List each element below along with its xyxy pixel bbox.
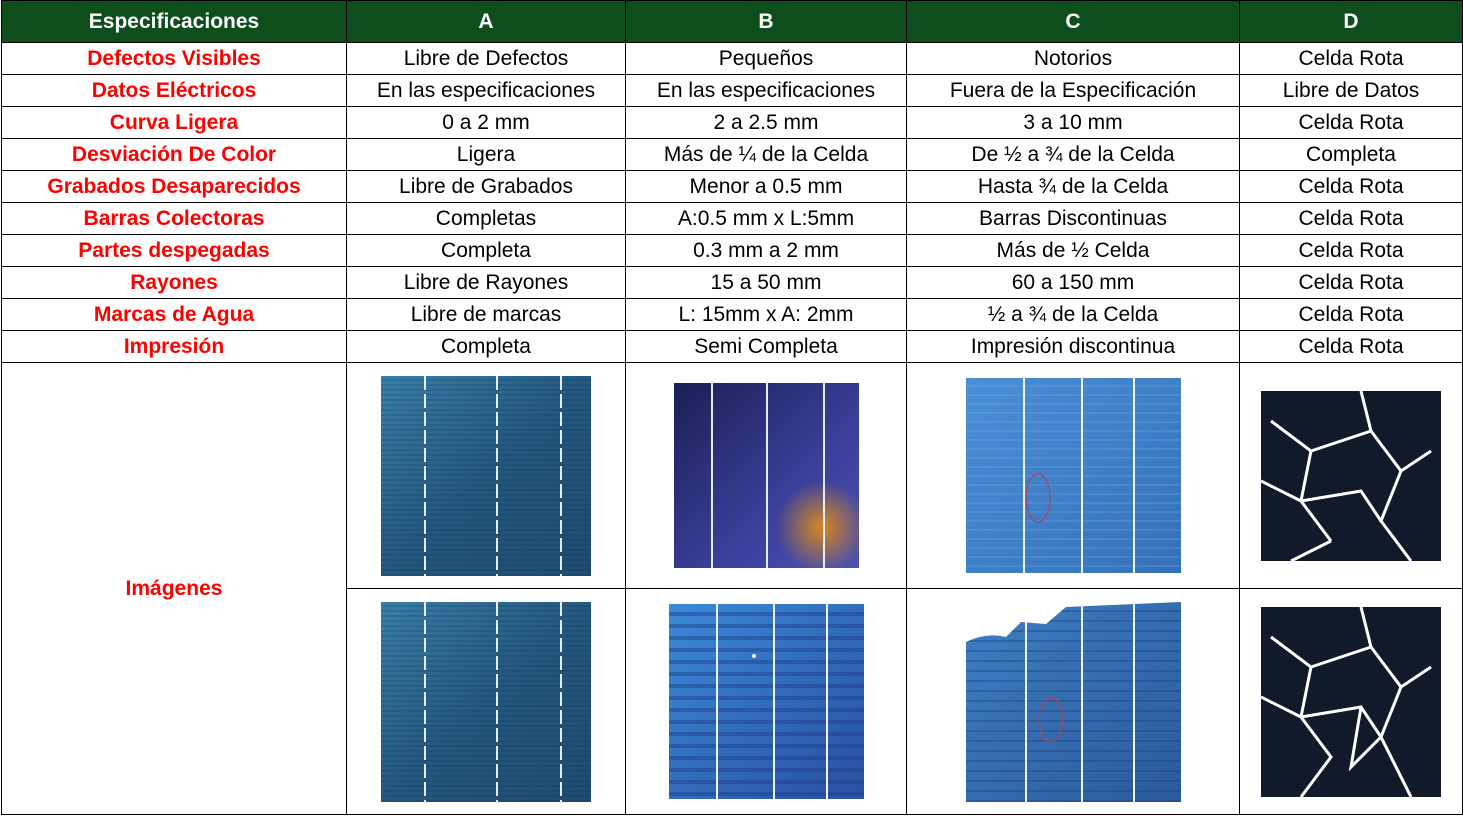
table-row: Defectos Visibles Libre de Defectos Pequ…	[1, 42, 1463, 75]
broken-cell-d-icon	[1261, 606, 1441, 797]
header-row: Especificaciones A B C D	[1, 0, 1463, 43]
solar-cell-a-icon	[381, 375, 591, 576]
header-grade-c: C	[906, 0, 1240, 43]
solar-cell-image-c1	[906, 362, 1240, 589]
solar-cell-c-icon	[965, 378, 1181, 573]
cell-d: Celda Rota	[1239, 266, 1463, 299]
chipped-cell-c-icon	[965, 601, 1181, 802]
cell-b: Menor a 0.5 mm	[625, 170, 907, 203]
broken-cell-d-icon	[1261, 390, 1441, 561]
cell-a: Libre de Rayones	[346, 266, 626, 299]
cell-c: Barras Discontinuas	[906, 202, 1240, 235]
cell-a: Ligera	[346, 138, 626, 171]
solar-cell-image-b2	[625, 588, 907, 815]
solar-cell-image-a1	[346, 362, 626, 589]
cell-d: Celda Rota	[1239, 234, 1463, 267]
cell-c: 60 a 150 mm	[906, 266, 1240, 299]
cell-b: Más de ¼ de la Celda	[625, 138, 907, 171]
cell-a: Completa	[346, 234, 626, 267]
table-row: Datos Eléctricos En las especificaciones…	[1, 74, 1463, 107]
cell-d: Completa	[1239, 138, 1463, 171]
cell-c: Hasta ¾ de la Celda	[906, 170, 1240, 203]
solar-cell-image-a2	[346, 588, 626, 815]
cell-b: 0.3 mm a 2 mm	[625, 234, 907, 267]
cell-d: Celda Rota	[1239, 170, 1463, 203]
row-label: Impresión	[1, 330, 347, 363]
images-row-2	[2, 588, 1463, 815]
row-label: Partes despegadas	[1, 234, 347, 267]
cell-c: Fuera de la Especificación	[906, 74, 1240, 107]
row-label: Marcas de Agua	[1, 298, 347, 331]
cell-a: Libre de Defectos	[346, 42, 626, 75]
header-grade-b: B	[625, 0, 907, 43]
cell-c: 3 a 10 mm	[906, 106, 1240, 139]
cell-d: Celda Rota	[1239, 42, 1463, 75]
row-label: Desviación De Color	[1, 138, 347, 171]
header-specifications: Especificaciones	[1, 0, 347, 43]
specifications-table: Especificaciones A B C D Defectos Visibl…	[1, 0, 1463, 815]
table-row: Partes despegadas Completa 0.3 mm a 2 mm…	[1, 234, 1463, 267]
cell-c: Impresión discontinua	[906, 330, 1240, 363]
header-grade-d: D	[1239, 0, 1463, 43]
cell-b: 2 a 2.5 mm	[625, 106, 907, 139]
row-label: Barras Colectoras	[1, 202, 347, 235]
cell-c: Notorios	[906, 42, 1240, 75]
cell-b: 15 a 50 mm	[625, 266, 907, 299]
cell-a: Libre de Grabados	[346, 170, 626, 203]
images-label: Imágenes	[1, 362, 347, 815]
table-row: Grabados Desaparecidos Libre de Grabados…	[1, 170, 1463, 203]
solar-cell-a-icon	[381, 601, 591, 802]
cell-d: Celda Rota	[1239, 330, 1463, 363]
solar-cell-b-icon	[673, 383, 859, 568]
cell-b: Semi Completa	[625, 330, 907, 363]
table-row: Rayones Libre de Rayones 15 a 50 mm 60 a…	[1, 266, 1463, 299]
cell-c: De ½ a ¾ de la Celda	[906, 138, 1240, 171]
solar-cell-image-b1	[625, 362, 907, 589]
solar-cell-image-d2	[1239, 588, 1463, 815]
cell-d: Celda Rota	[1239, 106, 1463, 139]
images-row-1: Imágenes	[1, 362, 1463, 815]
header-grade-a: A	[346, 0, 626, 43]
cell-c: ½ a ¾ de la Celda	[906, 298, 1240, 331]
cell-b: L: 15mm x A: 2mm	[625, 298, 907, 331]
table-row: Desviación De Color Ligera Más de ¼ de l…	[1, 138, 1463, 171]
cell-a: Completas	[346, 202, 626, 235]
cell-b: En las especificaciones	[625, 74, 907, 107]
solar-cell-b-icon	[668, 604, 864, 799]
row-label: Defectos Visibles	[1, 42, 347, 75]
table-row: Marcas de Agua Libre de marcas L: 15mm x…	[1, 298, 1463, 331]
row-label: Datos Eléctricos	[1, 74, 347, 107]
cell-a: Libre de marcas	[346, 298, 626, 331]
cell-a: 0 a 2 mm	[346, 106, 626, 139]
table-row: Barras Colectoras Completas A:0.5 mm x L…	[1, 202, 1463, 235]
table-row: Impresión Completa Semi Completa Impresi…	[1, 330, 1463, 363]
cell-b: A:0.5 mm x L:5mm	[625, 202, 907, 235]
cell-c: Más de ½ Celda	[906, 234, 1240, 267]
cell-b: Pequeños	[625, 42, 907, 75]
cell-a: En las especificaciones	[346, 74, 626, 107]
row-label: Curva Ligera	[1, 106, 347, 139]
cell-a: Completa	[346, 330, 626, 363]
row-label: Grabados Desaparecidos	[1, 170, 347, 203]
table-row: Curva Ligera 0 a 2 mm 2 a 2.5 mm 3 a 10 …	[1, 106, 1463, 139]
cell-d: Celda Rota	[1239, 298, 1463, 331]
solar-cell-image-c2	[906, 588, 1240, 815]
solar-cell-image-d1	[1239, 362, 1463, 589]
cell-d: Celda Rota	[1239, 202, 1463, 235]
cell-d: Libre de Datos	[1239, 74, 1463, 107]
row-label: Rayones	[1, 266, 347, 299]
